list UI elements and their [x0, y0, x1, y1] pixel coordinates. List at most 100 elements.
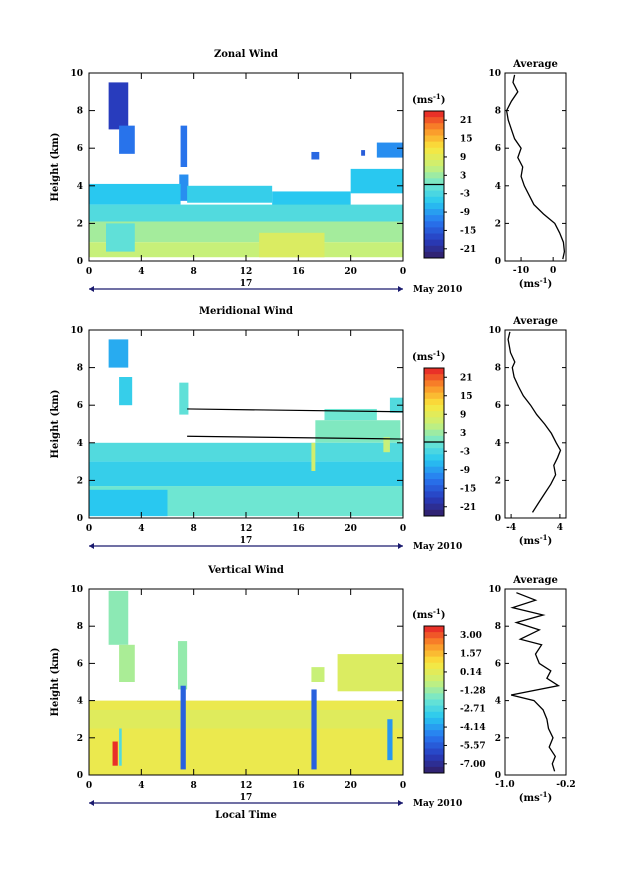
x-tick-label: 16: [292, 267, 305, 277]
heatmap-region: [108, 339, 129, 368]
colorbar-step: [424, 687, 444, 694]
colorbar-step: [424, 699, 444, 707]
y-tick-label: 6: [77, 144, 83, 154]
y-axis-label: Height (km): [50, 648, 61, 717]
colorbar-step: [424, 650, 444, 658]
date-bar-arrow-right: [398, 800, 403, 806]
heatmap-region: [383, 437, 390, 453]
colorbar-unit: (ms-1): [412, 607, 445, 621]
colorbar-step: [424, 472, 444, 480]
colorbar-step: [424, 466, 444, 474]
profile-y-tick-label: 6: [495, 401, 501, 411]
x-tick-label: 8: [191, 524, 197, 534]
y-tick-label: 6: [77, 659, 83, 669]
colorbar-step: [424, 123, 444, 130]
profile-frame: [504, 329, 567, 519]
colorbar-unit-close: ): [441, 352, 446, 363]
heatmap-region: [179, 174, 189, 201]
profile-y-tick-label: 6: [495, 659, 501, 669]
y-tick-label: 8: [77, 364, 83, 374]
heatmap-region: [108, 82, 129, 130]
colorbar-step: [424, 742, 444, 749]
colorbar-tick-label: -9: [460, 466, 470, 476]
heatmap-region: [119, 728, 122, 766]
date-day-label: 17: [240, 793, 253, 803]
heatmap-region: [89, 489, 168, 517]
heatmap-region: [89, 221, 403, 243]
date-month-label: May 2010: [413, 285, 462, 295]
colorbar-step: [424, 111, 444, 118]
heatmap-region: [119, 377, 133, 406]
colorbar-step: [424, 368, 444, 375]
heatmap-region: [89, 204, 403, 222]
colorbar-step: [424, 717, 444, 725]
colorbar-step: [424, 429, 444, 437]
colorbar-step: [424, 681, 444, 688]
profile-x-tick-label: 4: [557, 523, 563, 533]
profile-x-label-close: ): [548, 536, 553, 547]
heatmap-region: [389, 397, 403, 413]
profile-x-label-exp: -1: [540, 276, 548, 285]
colorbar-step: [424, 705, 444, 713]
date-bar-arrow-left: [89, 800, 94, 806]
profile-y-tick-label: 4: [495, 439, 501, 449]
y-tick-label: 10: [70, 69, 83, 79]
heatmap-region: [361, 150, 366, 156]
heatmap-region: [180, 685, 186, 770]
profile-y-tick-label: 0: [495, 771, 501, 781]
colorbar-step: [424, 374, 444, 381]
heatmap-cells: [89, 590, 403, 775]
colorbar-step: [424, 141, 444, 149]
x-tick-label: 4: [138, 524, 144, 534]
profile-y-tick-label: 8: [495, 364, 501, 374]
colorbar-step: [424, 479, 444, 486]
x-tick-label: 0: [400, 524, 406, 534]
colorbar-step: [424, 239, 444, 247]
profile-x-label-exp: -1: [540, 533, 548, 542]
heatmap-cells: [89, 339, 403, 517]
colorbar-tick-label: -15: [460, 484, 476, 494]
colorbar-unit: (ms-1): [412, 349, 445, 363]
date-bar-arrow-right: [398, 543, 403, 549]
heatmap-region: [187, 185, 273, 203]
profile-x-tick-label: -0.2: [556, 780, 575, 790]
colorbar-step: [424, 221, 444, 228]
heatmap-region: [89, 242, 403, 258]
profile-y-tick-label: 0: [495, 257, 501, 267]
colorbar-step: [424, 117, 444, 124]
colorbar-step: [424, 693, 444, 700]
profile-title: Average: [512, 59, 558, 70]
colorbar-unit-exp: -1: [433, 92, 441, 101]
colorbar-step: [424, 460, 444, 468]
profile-x-label-close: ): [548, 279, 553, 290]
colorbar-step: [424, 184, 444, 192]
profile-x-tick-label: -10: [513, 266, 529, 276]
colorbar-tick-label: -3: [460, 447, 470, 457]
profile-x-tick-label: 0: [550, 266, 556, 276]
x-tick-label: 0: [86, 267, 92, 277]
colorbar-step: [424, 668, 444, 676]
colorbar-step: [424, 491, 444, 498]
colorbar-step: [424, 724, 444, 731]
colorbar-step: [424, 417, 444, 424]
colorbar-tick-label: 15: [460, 392, 473, 402]
heatmap-region: [259, 232, 325, 258]
colorbar-step: [424, 497, 444, 505]
colorbar-step: [424, 160, 444, 167]
colorbar: 3.00 1.57 0.14 -1.28 -2.71 -4.14 -5.57 -7.00 (ms…: [412, 607, 486, 774]
y-tick-label: 10: [70, 585, 83, 595]
colorbar-tick-label: -7.00: [460, 760, 486, 770]
y-tick-label: 0: [77, 514, 83, 524]
colorbar-tick-label: 1.57: [460, 650, 482, 660]
colorbar-tick-label: 3: [460, 171, 466, 181]
colorbar-tick-label: -5.57: [460, 741, 486, 751]
profile-x-label: (ms-1): [519, 276, 552, 290]
heatmap-region: [387, 719, 393, 761]
x-tick-label: 0: [86, 781, 92, 791]
colorbar-step: [424, 411, 444, 418]
panel-title: Vertical Wind: [207, 565, 284, 576]
colorbar-unit-exp: -1: [433, 349, 441, 358]
